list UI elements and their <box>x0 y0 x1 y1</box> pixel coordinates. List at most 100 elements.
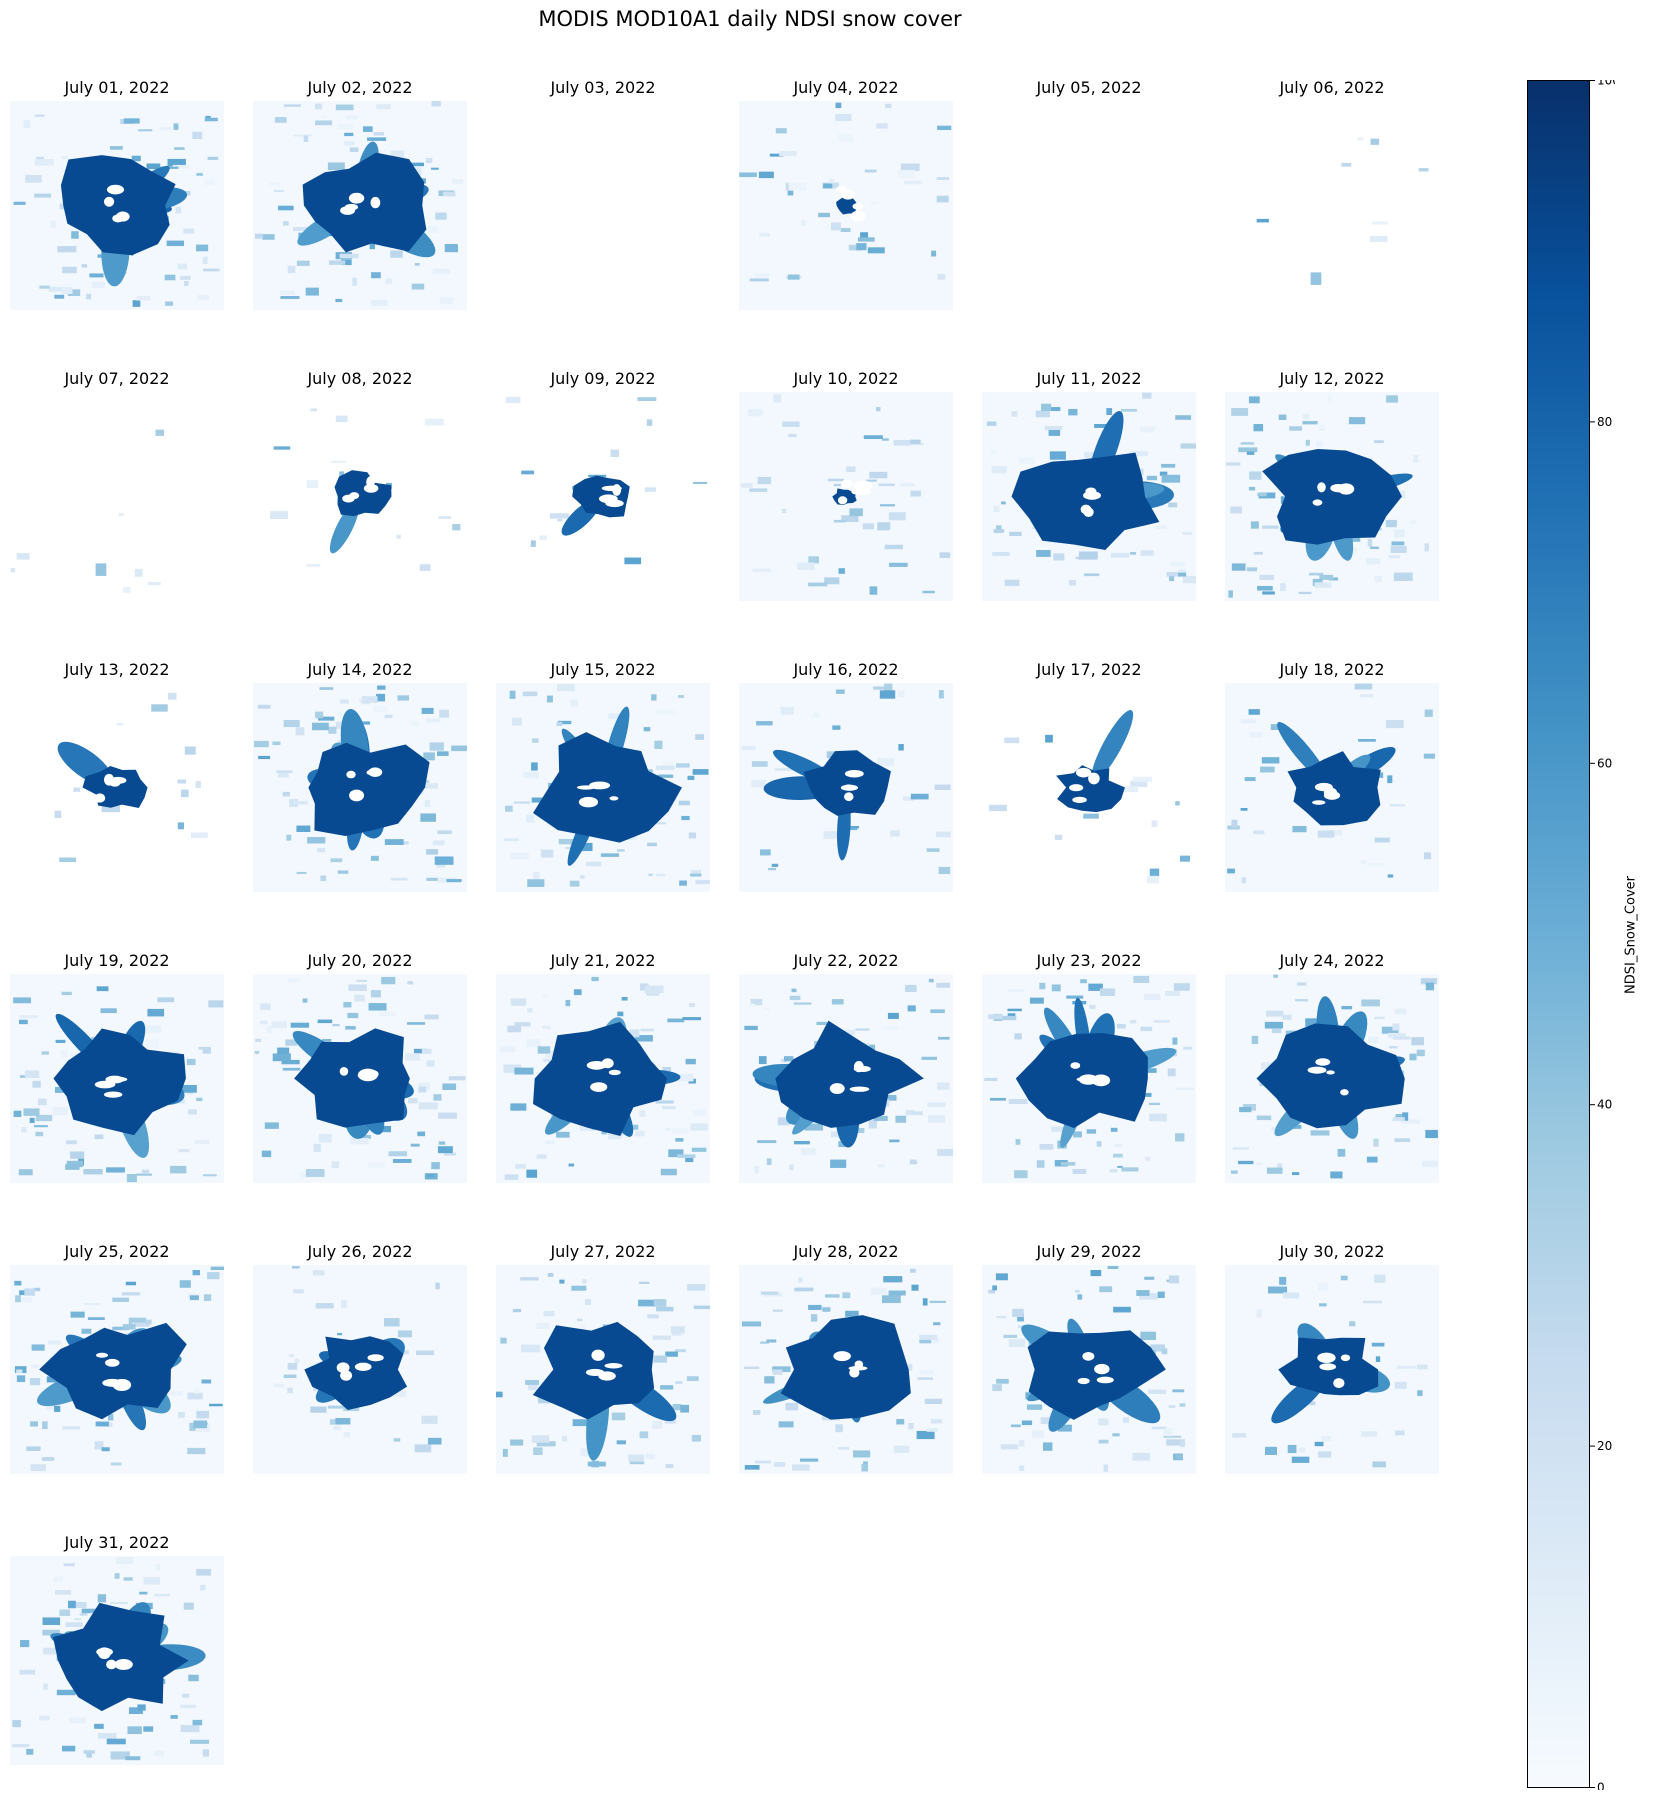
snow-patch <box>769 153 784 157</box>
snow-patch <box>139 1591 148 1595</box>
snow-patch <box>408 1098 418 1104</box>
snow-patch <box>1182 532 1193 535</box>
snow-patch <box>527 879 545 887</box>
snow-patch <box>818 212 830 218</box>
colorbar: 0 20 40 60 80 100 <box>1527 80 1615 1790</box>
panel-title: July 25, 2022 <box>64 1242 170 1261</box>
snow-patch <box>1271 1028 1282 1034</box>
snow-patch <box>407 1022 426 1025</box>
snow-patch <box>1132 1452 1150 1461</box>
snow-patch <box>368 1003 387 1011</box>
snow-patch <box>1141 1068 1157 1073</box>
cloud-gap <box>589 781 611 790</box>
panel-title: July 15, 2022 <box>550 660 656 679</box>
snow-patch <box>1368 862 1385 867</box>
snow-patch <box>888 512 906 521</box>
snow-patch <box>1180 1439 1185 1448</box>
snow-patch <box>122 586 131 593</box>
snow-patch <box>287 1387 293 1394</box>
snow-patch <box>167 1391 183 1396</box>
snow-patch <box>1409 1053 1417 1061</box>
snow-patch <box>988 1014 1003 1019</box>
snow-patch <box>112 1297 129 1302</box>
snow-patch <box>1039 982 1046 990</box>
snow-patch <box>61 991 72 996</box>
snow-patch <box>545 1140 555 1145</box>
snow-patch <box>1075 1289 1080 1293</box>
snow-core <box>836 197 858 215</box>
snow-patch <box>922 1298 928 1306</box>
snow-patch <box>66 1140 77 1145</box>
cloud-gap <box>609 796 619 801</box>
snow-patch <box>835 102 842 109</box>
cloud-gap <box>336 1362 350 1373</box>
snow-patch <box>420 813 436 822</box>
snow-patch <box>54 1576 63 1583</box>
snow-patch <box>397 1330 413 1338</box>
snow-patch <box>1051 1126 1070 1132</box>
snow-patch <box>531 1435 550 1443</box>
snow-patch <box>13 1110 22 1117</box>
snow-patch <box>577 1318 583 1322</box>
snow-patch <box>328 726 337 734</box>
snow-patch <box>291 1266 300 1269</box>
snow-patch <box>1014 1033 1022 1040</box>
snow-patch <box>678 800 690 806</box>
snow-patch <box>1106 408 1113 415</box>
snow-patch <box>192 1719 203 1726</box>
snow-patch <box>19 1669 36 1675</box>
snow-patch <box>203 268 220 272</box>
snow-core <box>308 742 430 836</box>
snow-patch <box>1248 486 1256 491</box>
snow-patch <box>1417 1390 1423 1397</box>
snow-patch <box>1348 417 1366 425</box>
snow-patch <box>1166 1439 1181 1446</box>
snow-patch <box>328 260 346 265</box>
snow-patch <box>496 1391 503 1398</box>
snow-patch <box>793 1140 810 1145</box>
snow-patch <box>1395 1430 1405 1436</box>
snow-patch <box>628 1454 645 1462</box>
snow-patch <box>772 1369 783 1375</box>
snow-patch <box>875 407 881 412</box>
snow-patch <box>1007 1008 1022 1012</box>
cloud-gap <box>340 1370 353 1381</box>
snow-patch <box>528 1384 538 1391</box>
snow-patch <box>175 206 182 214</box>
snow-patch <box>438 1141 446 1145</box>
snow-patch <box>549 513 569 519</box>
snow-patch <box>1367 538 1373 547</box>
snow-patch <box>1256 1309 1263 1318</box>
colorbar-tick-label: 80 <box>1597 415 1612 429</box>
snow-patch <box>648 822 667 825</box>
cloud-gap <box>1340 1089 1349 1096</box>
snow-patch <box>1044 426 1063 431</box>
snow-patch <box>676 1073 694 1082</box>
snow-patch <box>367 1162 385 1168</box>
snow-patch <box>376 693 386 702</box>
snow-patch <box>1394 1008 1407 1015</box>
snow-patch <box>160 127 171 130</box>
snow-patch <box>187 1392 203 1400</box>
snow-patch <box>315 120 333 126</box>
snow-patch <box>207 156 219 160</box>
snow-patch <box>70 1311 85 1318</box>
snow-patch <box>425 158 433 164</box>
snow-patch <box>695 734 705 740</box>
cloud-gap <box>114 1659 133 1670</box>
snow-patch <box>933 1322 941 1326</box>
snow-patch <box>800 1147 816 1155</box>
snow-patch <box>878 483 895 487</box>
snow-patch <box>1292 825 1307 833</box>
snow-patch <box>893 1445 910 1453</box>
cloud-gap <box>342 494 355 503</box>
snow-patch <box>293 801 308 805</box>
snow-patch <box>335 415 348 423</box>
snow-patch <box>1298 1447 1306 1453</box>
snow-patch <box>644 487 657 492</box>
snow-patch <box>390 150 405 159</box>
panel-title: July 27, 2022 <box>550 1242 656 1261</box>
snow-patch <box>849 827 858 831</box>
snow-patch <box>930 1009 945 1014</box>
cloud-gap <box>1094 1363 1110 1375</box>
